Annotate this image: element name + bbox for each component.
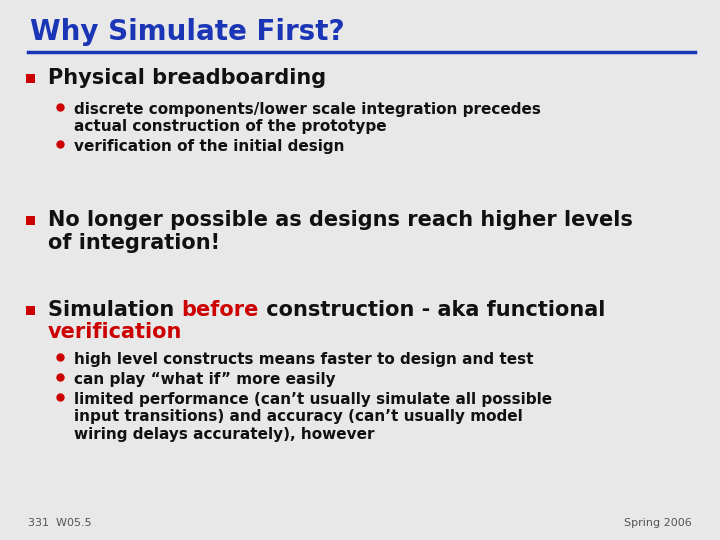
Bar	[25, 215, 35, 225]
Text: Why Simulate First?: Why Simulate First?	[30, 18, 345, 46]
Text: construction - aka functional: construction - aka functional	[259, 300, 606, 320]
Bar	[25, 306, 35, 314]
Text: verification: verification	[48, 322, 182, 342]
Text: 331  W05.5: 331 W05.5	[28, 518, 91, 528]
Bar	[25, 73, 35, 83]
Text: before: before	[181, 300, 259, 320]
Text: No longer possible as designs reach higher levels
of integration!: No longer possible as designs reach high…	[48, 210, 633, 253]
Text: high level constructs means faster to design and test: high level constructs means faster to de…	[74, 352, 534, 367]
Text: Physical breadboarding: Physical breadboarding	[48, 68, 326, 88]
Text: can play “what if” more easily: can play “what if” more easily	[74, 372, 336, 387]
Text: verification of the initial design: verification of the initial design	[74, 139, 344, 154]
Text: limited performance (can’t usually simulate all possible
input transitions) and : limited performance (can’t usually simul…	[74, 392, 552, 442]
Text: discrete components/lower scale integration precedes
actual construction of the : discrete components/lower scale integrat…	[74, 102, 541, 134]
Text: Spring 2006: Spring 2006	[624, 518, 692, 528]
Text: Simulation: Simulation	[48, 300, 181, 320]
